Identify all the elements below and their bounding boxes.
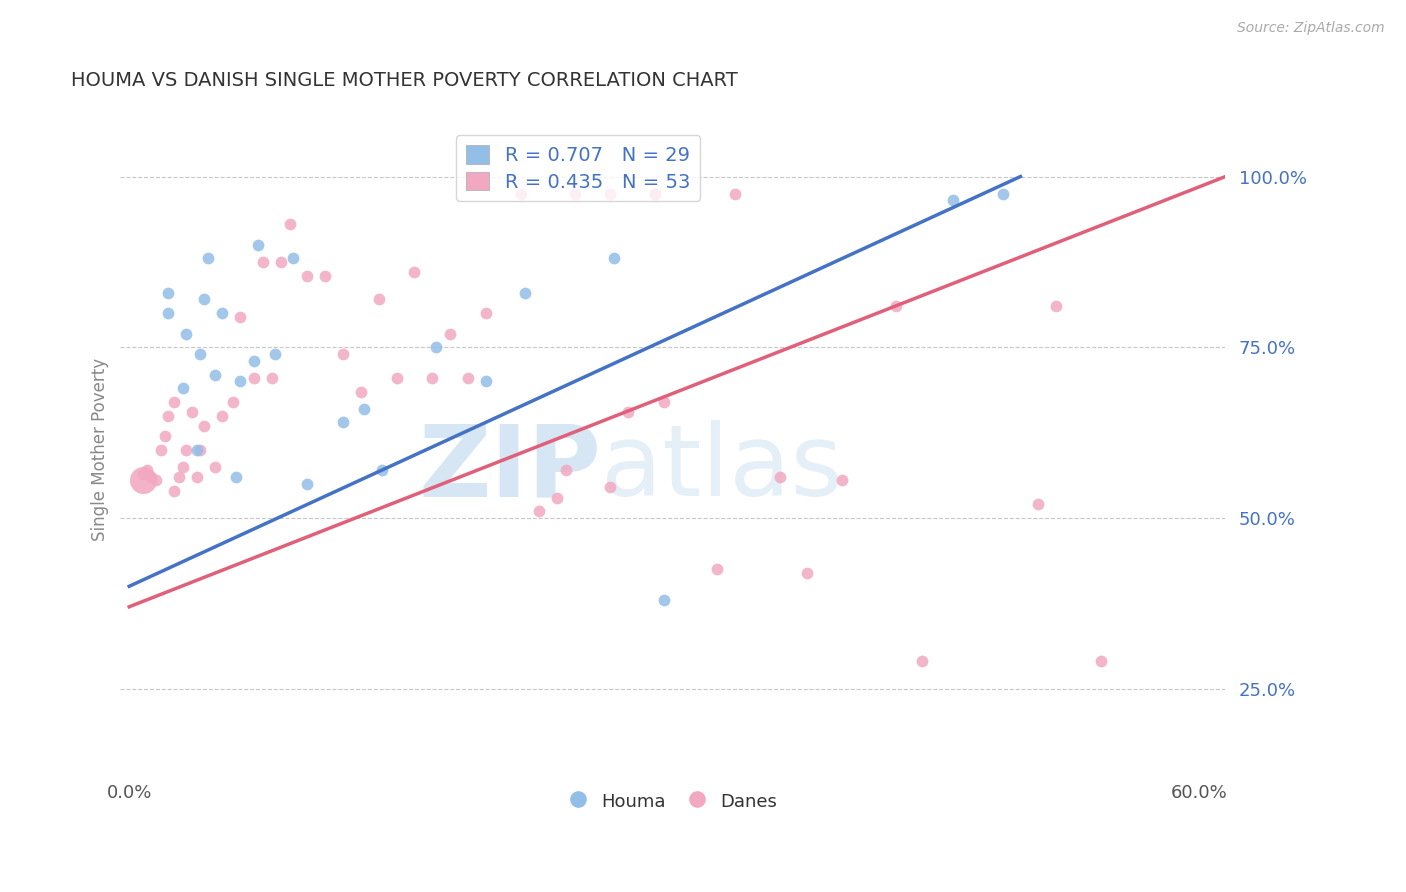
Point xyxy=(172,381,194,395)
Point xyxy=(172,459,194,474)
Point xyxy=(724,186,747,201)
Point xyxy=(297,268,319,283)
Point xyxy=(190,347,212,361)
Point xyxy=(163,483,186,498)
Legend: Houma, Danes: Houma, Danes xyxy=(561,783,785,820)
Point xyxy=(252,255,274,269)
Point xyxy=(546,491,568,505)
Point xyxy=(193,418,215,433)
Point xyxy=(283,252,305,266)
Point xyxy=(603,252,626,266)
Point xyxy=(204,368,226,382)
Point xyxy=(243,371,266,385)
Point xyxy=(243,354,266,368)
Point xyxy=(211,409,233,423)
Point xyxy=(132,474,155,488)
Point xyxy=(186,442,208,457)
Point xyxy=(190,442,212,457)
Point xyxy=(139,470,162,484)
Point xyxy=(174,442,197,457)
Text: atlas: atlas xyxy=(600,420,842,517)
Point xyxy=(617,405,640,419)
Point xyxy=(353,401,375,416)
Point xyxy=(884,299,907,313)
Point xyxy=(796,566,818,580)
Point xyxy=(942,194,965,208)
Point xyxy=(1026,497,1049,511)
Point xyxy=(513,285,536,300)
Point xyxy=(644,186,666,201)
Point xyxy=(474,375,496,389)
Point xyxy=(474,306,496,320)
Point xyxy=(527,504,550,518)
Point xyxy=(297,476,319,491)
Point xyxy=(769,470,792,484)
Y-axis label: Single Mother Poverty: Single Mother Poverty xyxy=(91,359,110,541)
Point xyxy=(278,218,301,232)
Point xyxy=(314,268,336,283)
Point xyxy=(145,474,167,488)
Point xyxy=(332,416,354,430)
Point xyxy=(371,463,394,477)
Point xyxy=(652,395,675,409)
Point xyxy=(425,340,447,354)
Point xyxy=(221,395,243,409)
Point xyxy=(831,474,853,488)
Point xyxy=(367,293,389,307)
Point xyxy=(228,310,250,324)
Point xyxy=(225,470,247,484)
Point xyxy=(260,371,283,385)
Point xyxy=(706,562,728,576)
Point xyxy=(180,405,202,419)
Point xyxy=(457,371,479,385)
Point xyxy=(246,237,269,252)
Point xyxy=(174,326,197,341)
Point xyxy=(193,293,215,307)
Point xyxy=(157,306,180,320)
Point xyxy=(385,371,408,385)
Point xyxy=(404,265,426,279)
Point xyxy=(510,186,533,201)
Point xyxy=(652,593,675,607)
Point xyxy=(439,326,461,341)
Point xyxy=(564,186,586,201)
Text: ZIP: ZIP xyxy=(418,420,600,517)
Point xyxy=(136,463,159,477)
Text: Source: ZipAtlas.com: Source: ZipAtlas.com xyxy=(1237,21,1385,36)
Point xyxy=(420,371,443,385)
Point xyxy=(163,395,186,409)
Point xyxy=(157,285,180,300)
Point xyxy=(644,186,666,201)
Point xyxy=(270,255,292,269)
Point xyxy=(599,186,621,201)
Point xyxy=(991,186,1014,201)
Point xyxy=(186,470,208,484)
Point xyxy=(167,470,190,484)
Point xyxy=(132,467,155,481)
Point xyxy=(204,459,226,474)
Point xyxy=(197,252,219,266)
Point xyxy=(264,347,287,361)
Point xyxy=(350,384,373,399)
Point xyxy=(228,375,250,389)
Point xyxy=(599,480,621,494)
Point xyxy=(911,655,934,669)
Point xyxy=(554,463,576,477)
Point xyxy=(1045,299,1067,313)
Point xyxy=(211,306,233,320)
Point xyxy=(332,347,354,361)
Point xyxy=(157,409,180,423)
Point xyxy=(150,442,173,457)
Point xyxy=(1090,655,1112,669)
Point xyxy=(153,429,176,443)
Text: HOUMA VS DANISH SINGLE MOTHER POVERTY CORRELATION CHART: HOUMA VS DANISH SINGLE MOTHER POVERTY CO… xyxy=(70,71,737,90)
